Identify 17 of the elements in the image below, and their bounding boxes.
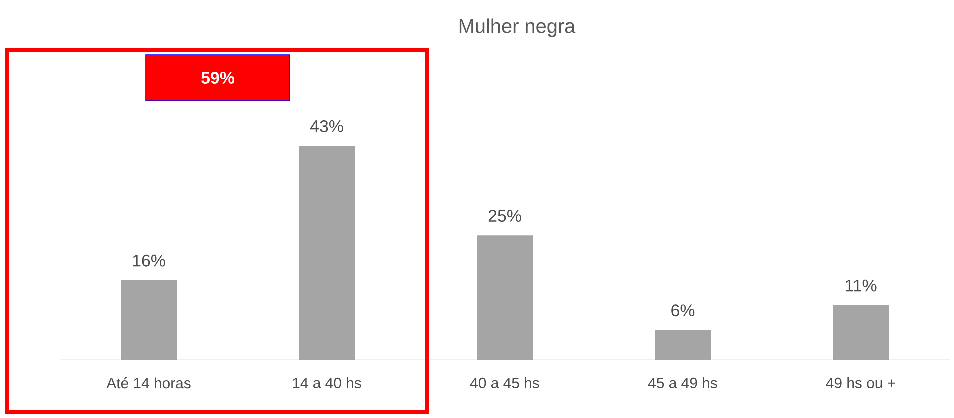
data-label: 43% — [310, 120, 344, 132]
data-label: 25% — [488, 210, 522, 222]
data-label: 6% — [672, 304, 695, 317]
bar — [833, 305, 890, 360]
bar — [299, 146, 356, 360]
x-tick-label: Até 14 horas — [106, 378, 191, 389]
x-tick-label: 40 a 45 hs — [470, 378, 540, 388]
data-label: 11% — [846, 280, 877, 292]
x-tick-label: 49 hs ou + — [826, 378, 896, 388]
bar — [655, 330, 712, 360]
chart-title: Mulher negra — [460, 18, 576, 38]
bar — [477, 236, 534, 360]
text: 59% — [202, 72, 234, 84]
x-tick-label: 45 a 49 hs — [648, 378, 718, 388]
bar — [121, 280, 178, 360]
data-label: 16% — [133, 254, 166, 267]
x-tick-label: 14 a 40 hs — [293, 378, 362, 388]
